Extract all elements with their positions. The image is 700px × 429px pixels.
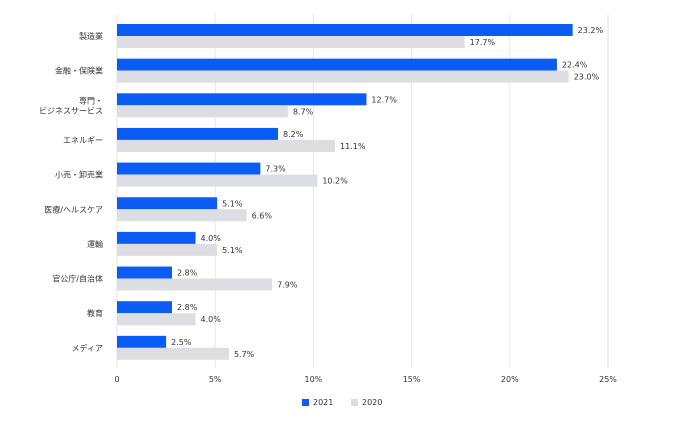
x-tick-label: 5% [209,375,222,384]
data-label: 7.9% [277,281,298,290]
category-label: 専門・ビジネスサービス [39,95,103,115]
category-label: エネルギー [63,136,103,145]
data-label: 8.7% [293,107,314,116]
bar-2021 [117,197,218,210]
labels-layer: 製造業金融・保険業専門・ビジネスサービスエネルギー小売・卸売業医療/ヘルスケア運… [39,26,603,359]
bar-2020 [117,347,229,360]
legend-label: 2020 [362,398,382,407]
bar-2021 [117,301,172,314]
bar-2020 [117,174,318,187]
category-label: 医療/ヘルスケア [44,204,103,214]
legend-label: 2021 [313,398,333,407]
bar-2021 [117,266,172,279]
data-label: 4.0% [201,234,222,243]
data-label: 22.4% [562,61,588,70]
bar-2020 [117,313,196,326]
data-label: 6.6% [252,211,273,220]
bar-2021 [117,231,196,244]
bar-2020 [117,278,273,291]
legend-swatch-2020 [351,399,358,406]
data-label: 11.1% [340,142,366,151]
data-label: 2.8% [177,269,198,278]
category-label: メディア [72,343,103,353]
data-label: 12.7% [371,95,397,104]
data-label: 17.7% [470,38,496,47]
x-tick-label: 0 [114,375,119,384]
category-label: 官公庁/自治体 [52,274,103,284]
data-label: 4.0% [201,315,222,324]
bar-2021 [117,24,573,36]
x-tick-label: 25% [599,375,617,384]
category-label: 製造業 [79,31,103,41]
data-label: 2.8% [177,303,198,312]
bars-layer [117,24,573,360]
data-label: 5.1% [222,246,243,255]
category-label: 金融・保険業 [55,66,103,76]
bar-2020 [117,243,218,256]
x-tick-label: 15% [403,375,421,384]
bar-2021 [117,93,367,106]
bar-2020 [117,36,465,48]
data-label: 5.7% [234,350,255,359]
bar-2021 [117,58,557,71]
bar-2020 [117,105,288,118]
legend-swatch-2021 [302,399,309,406]
data-label: 8.2% [283,130,304,139]
data-label: 5.1% [222,199,243,208]
x-tick-label: 20% [501,375,519,384]
category-label: 小売・卸売業 [55,170,103,180]
bar-2021 [117,127,279,140]
data-label: 10.2% [322,177,348,186]
x-axis: 0 5% 10% 15% 20% 25% [114,375,617,384]
bar-2021 [117,335,167,348]
x-tick-label: 10% [305,375,323,384]
data-label: 23.0% [574,73,600,82]
data-label: 2.5% [171,338,192,347]
legend: 2021 2020 [302,398,382,407]
data-label: 23.2% [578,26,604,35]
data-label: 7.3% [265,165,286,174]
category-label: 運輸 [87,239,103,249]
bar-2020 [117,70,569,83]
bar-2020 [117,209,247,222]
category-label: 教育 [87,308,103,318]
bar-2020 [117,139,336,152]
bar-2021 [117,162,261,175]
